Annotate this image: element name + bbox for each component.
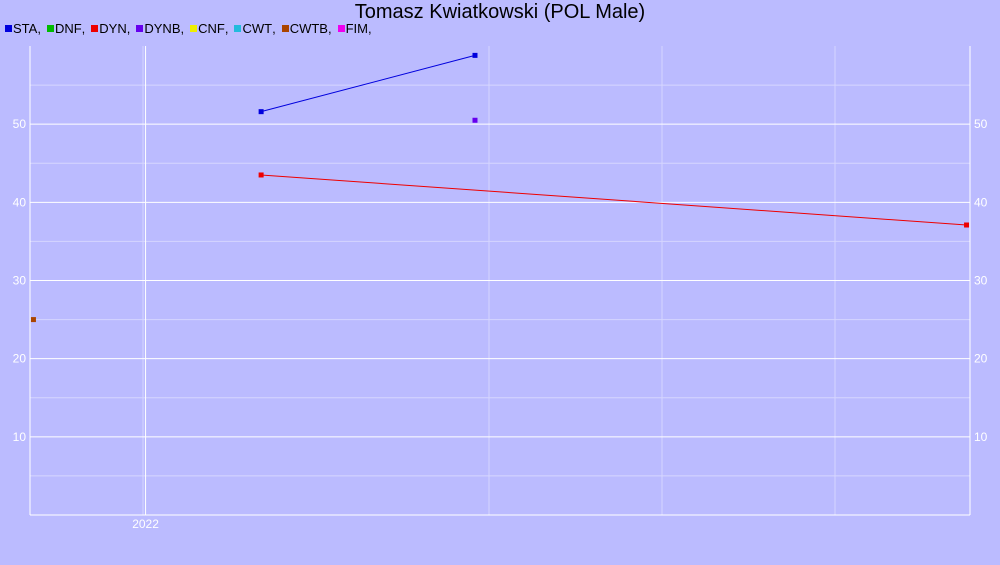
legend-label: FIM <box>345 20 368 36</box>
y-tick-label-right: 40 <box>974 195 988 209</box>
series-line-dyn <box>261 174 967 226</box>
legend-swatch <box>5 24 12 32</box>
legend-item: DYN, <box>91 20 130 36</box>
data-point-dyn <box>258 172 264 178</box>
legend-item: STA, <box>5 20 41 36</box>
legend-swatch <box>337 24 345 32</box>
legend-label: DNF <box>54 20 82 36</box>
y-tick-label-left: 20 <box>13 352 27 366</box>
data-point-sta <box>472 52 478 58</box>
y-tick-label-right: 10 <box>974 430 988 444</box>
series-line-sta <box>260 54 476 113</box>
legend-swatch <box>190 24 198 32</box>
y-tick-label-right: 20 <box>974 352 988 366</box>
y-tick-label-left: 30 <box>13 274 27 288</box>
legend-item: FIM, <box>337 20 372 36</box>
legend-swatch <box>46 24 54 32</box>
legend-item: DNF, <box>46 20 85 36</box>
legend-swatch <box>281 24 289 32</box>
data-point-dynb <box>472 117 478 123</box>
chart-title: Tomasz Kwiatkowski (POL Male) <box>354 1 646 23</box>
legend-label: DYN <box>99 20 127 36</box>
legend-item: DYNB, <box>136 20 184 36</box>
legend-label: STA <box>13 20 38 36</box>
data-point-sta <box>258 109 264 115</box>
y-tick-label-right: 50 <box>974 117 988 131</box>
legend: STA, DNF, DYN, DYNB, CNF, CWT, CWTB, FIM, <box>5 20 378 36</box>
y-tick-label-left: 10 <box>13 430 27 444</box>
legend-swatch <box>91 24 99 32</box>
legend-item: CWT, <box>234 20 276 36</box>
legend-swatch <box>136 24 144 32</box>
x-tick-label: 2022 <box>132 517 159 531</box>
legend-item: CWTB, <box>281 20 332 36</box>
y-tick-label-right: 30 <box>974 274 988 288</box>
legend-label: CWTB <box>289 20 328 36</box>
data-point-cwtb <box>30 317 36 323</box>
data-point-dyn <box>964 222 970 228</box>
y-tick-label-left: 40 <box>13 195 27 209</box>
legend-label: CWT <box>242 20 273 36</box>
y-tick-label-left: 50 <box>13 117 27 131</box>
legend-label: DYNB <box>144 20 181 36</box>
legend-swatch <box>234 24 242 32</box>
legend-item: CNF, <box>190 20 228 36</box>
legend-label: CNF <box>198 20 225 36</box>
